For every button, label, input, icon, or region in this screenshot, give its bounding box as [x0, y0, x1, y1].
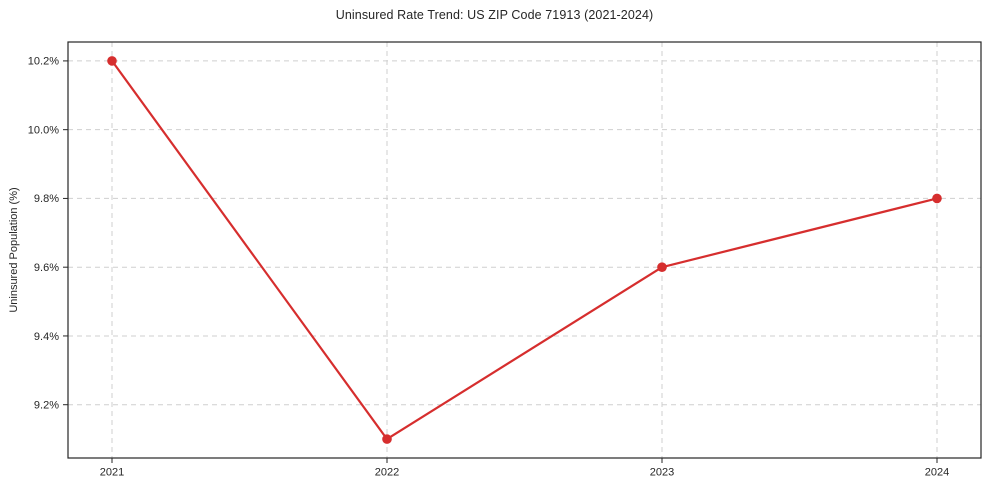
plot-border	[67, 41, 982, 459]
y-tick-label: 9.6%	[34, 262, 59, 274]
x-tick-label: 2022	[375, 467, 399, 479]
x-tick-label: 2023	[650, 467, 674, 479]
data-point-marker	[382, 434, 392, 444]
chart-title: Uninsured Rate Trend: US ZIP Code 71913 …	[335, 8, 654, 22]
x-tick-label: 2021	[100, 467, 124, 479]
y-tick-label: 9.2%	[34, 400, 59, 412]
data-line	[110, 59, 939, 441]
x-tick-label: 2024	[925, 467, 949, 479]
y-tick-label: 10.2%	[28, 56, 59, 68]
y-tick-label: 9.8%	[34, 193, 59, 205]
data-point-marker	[107, 56, 117, 66]
y-tick-label: 10.0%	[28, 124, 59, 136]
data-point-marker	[932, 193, 942, 204]
y-tick-label: 9.4%	[34, 331, 59, 343]
data-point-marker	[657, 262, 667, 272]
